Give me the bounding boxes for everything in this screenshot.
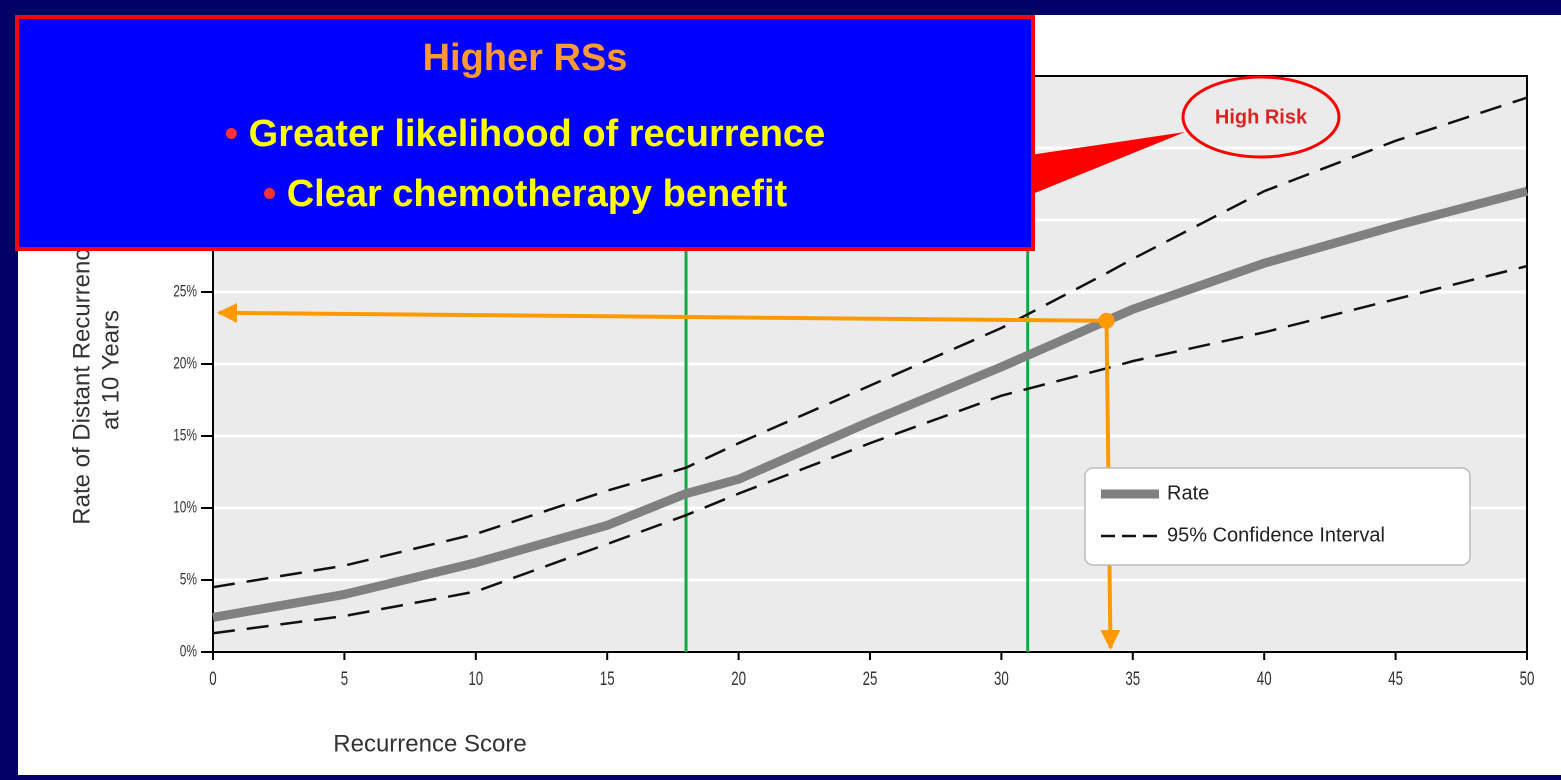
x-tick-label: 35	[1125, 669, 1140, 690]
callout-pointer	[1030, 132, 1185, 195]
y-tick-label: 5%	[180, 571, 197, 590]
y-axis-label: at 10 Years	[97, 310, 124, 430]
x-axis-label: Recurrence Score	[333, 730, 526, 757]
x-tick-label: 10	[468, 669, 483, 690]
x-tick-label: 5	[341, 669, 348, 690]
y-tick-label: 25%	[173, 283, 197, 302]
ci-line	[212, 264, 1528, 635]
legend-box	[1084, 467, 1471, 566]
x-tick-label: 50	[1520, 669, 1535, 690]
x-tick-label: 0	[209, 669, 216, 690]
highlight-arrow	[217, 302, 1107, 323]
y-axis-label: Rate of Distant Recurrence	[68, 235, 95, 524]
y-tick-label: 0%	[180, 643, 197, 662]
x-tick-label: 30	[994, 669, 1009, 690]
high-risk-circle	[1181, 75, 1341, 159]
x-tick-label: 40	[1257, 669, 1272, 690]
callout-box	[15, 15, 1035, 251]
y-tick-label: 20%	[173, 355, 197, 374]
y-tick-label: 10%	[173, 499, 197, 518]
x-tick-label: 15	[600, 669, 615, 690]
x-tick-label: 25	[863, 669, 878, 690]
bullet-text: Greater likelihood of recurrence	[249, 113, 826, 155]
high-risk-tag: High Risk	[1215, 106, 1308, 128]
legend-label: Rate	[1167, 482, 1209, 504]
legend-label: 95% Confidence Interval	[1167, 524, 1385, 546]
x-tick-label: 20	[731, 669, 746, 690]
x-tick-label: 45	[1388, 669, 1403, 690]
y-tick-label: 15%	[173, 427, 197, 446]
highlight-point	[1098, 312, 1115, 329]
ci-line	[212, 96, 1528, 589]
callout-title: Higher RSs	[423, 37, 628, 79]
rate-line	[212, 186, 1529, 622]
callout-bullet: • Greater likelihood of recurrence	[225, 113, 825, 155]
bullet-text: Clear chemotherapy benefit	[287, 173, 788, 215]
callout-bullet: • Clear chemotherapy benefit	[263, 173, 788, 215]
